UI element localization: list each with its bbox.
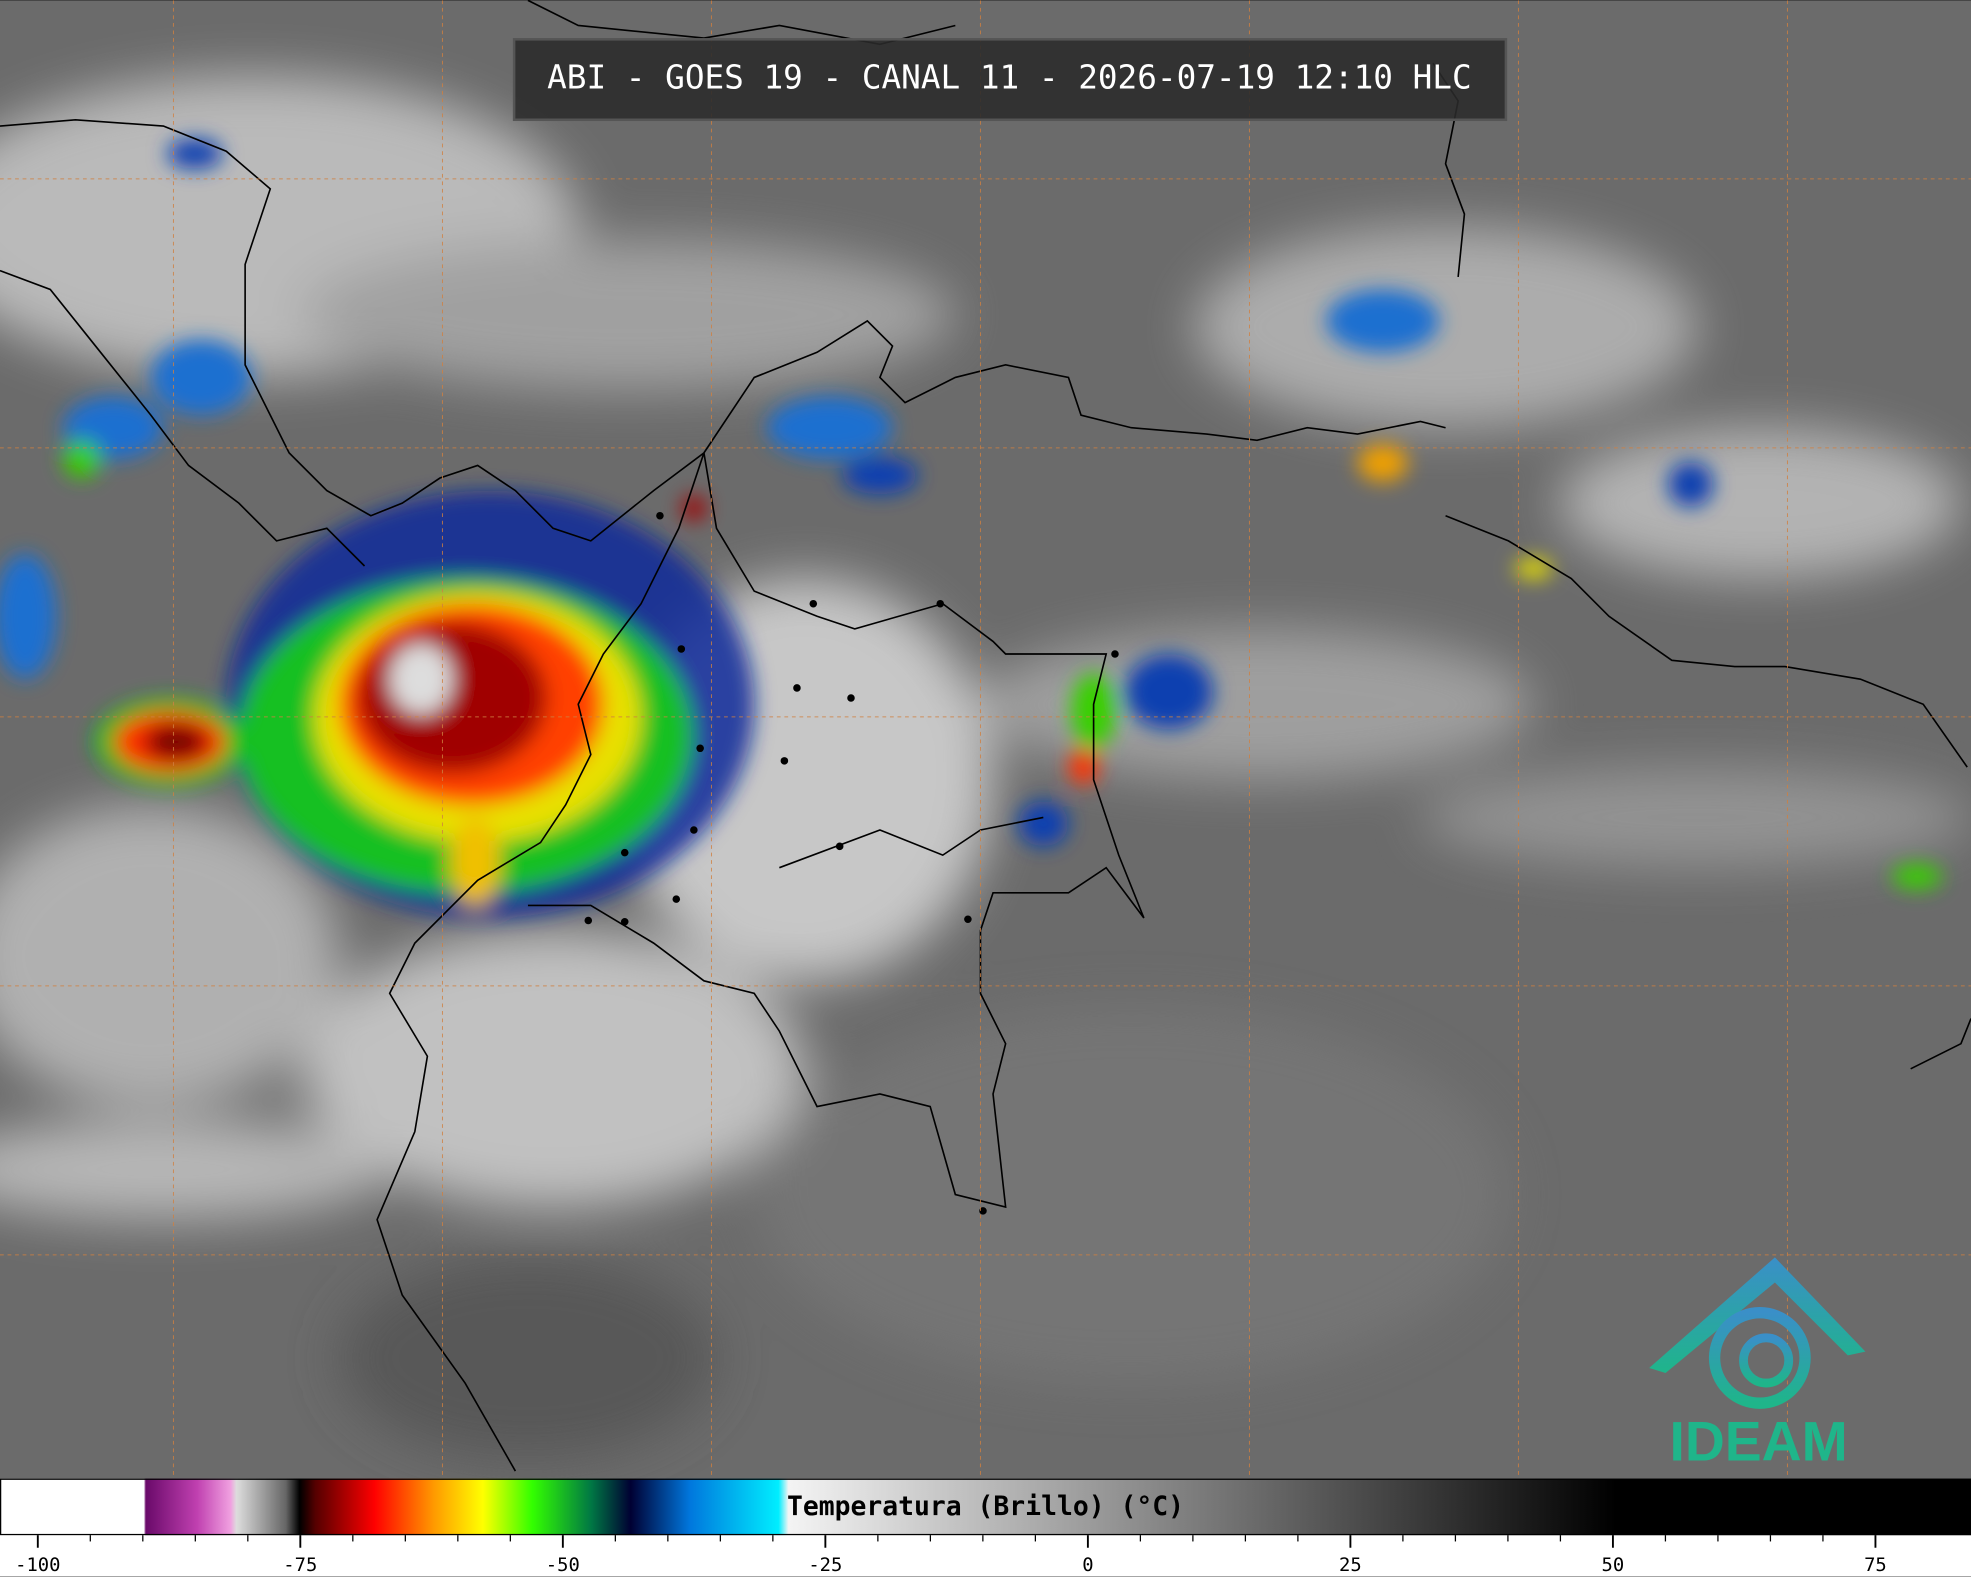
tick-label: -100 <box>15 1555 60 1576</box>
tick-label: 50 <box>1602 1555 1625 1576</box>
title-box: ABI - GOES 19 - CANAL 11 - 2026-07-19 12… <box>512 38 1508 122</box>
imagery <box>0 0 1971 1479</box>
tick-label: 25 <box>1339 1555 1362 1576</box>
tick-label: -25 <box>808 1555 842 1576</box>
colorbar-label: Temperatura (Brillo) (°C) <box>787 1492 1184 1522</box>
tick-label: 0 <box>1082 1555 1093 1576</box>
colorbar: Temperatura (Brillo) (°C) -100 -75 -50 -25 0… <box>0 1478 1971 1577</box>
tick-label: 75 <box>1864 1555 1887 1576</box>
colorbar-gradient <box>0 1478 1971 1536</box>
tick-label: -50 <box>546 1555 580 1576</box>
logo: IDEAM <box>1649 1257 1866 1473</box>
title: ABI - GOES 19 - CANAL 11 - 2026-07-19 12… <box>547 59 1471 97</box>
tick-label: -75 <box>283 1555 317 1576</box>
logo-text: IDEAM <box>1669 1411 1847 1473</box>
